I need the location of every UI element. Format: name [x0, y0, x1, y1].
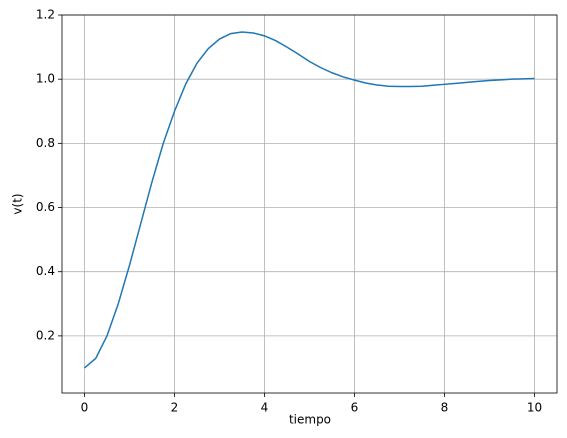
line — [84, 31, 535, 369]
y-axis-label: v(t) — [11, 193, 25, 214]
x-tick-label: 0 — [81, 401, 89, 415]
x-tick-label: 6 — [351, 401, 359, 415]
y-tick-label: 1.0 — [36, 72, 55, 86]
x-axis-label: tiempo — [289, 413, 331, 427]
y-tick-label: 0.2 — [36, 328, 55, 342]
y-tick-label: 0.8 — [36, 136, 55, 150]
x-tick-label: 2 — [171, 401, 179, 415]
x-tick-label: 10 — [527, 401, 542, 415]
x-tick-label: 4 — [261, 401, 269, 415]
y-tick-label: 1.2 — [36, 8, 55, 22]
y-tick-label: 0.6 — [36, 200, 55, 214]
x-tick-label: 8 — [441, 401, 449, 415]
y-tick-label: 0.4 — [36, 264, 55, 278]
plot-frame — [61, 14, 558, 394]
